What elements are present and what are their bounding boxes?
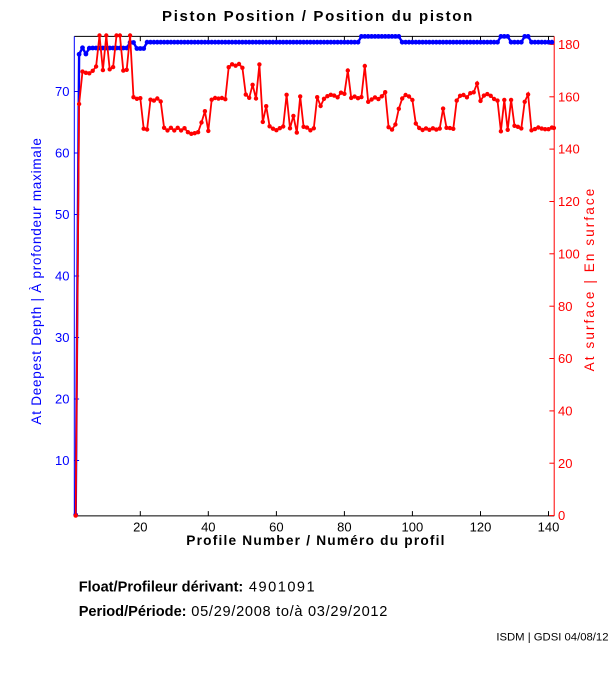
- svg-text:40: 40: [201, 520, 215, 535]
- svg-text:100: 100: [402, 520, 424, 535]
- svg-text:20: 20: [558, 456, 572, 471]
- svg-text:60: 60: [55, 146, 69, 161]
- svg-text:At Deepest Depth | À profondeu: At Deepest Depth | À profondeur maximale: [29, 137, 44, 424]
- svg-text:160: 160: [558, 89, 580, 104]
- svg-text:140: 140: [558, 142, 580, 157]
- svg-text:80: 80: [558, 299, 572, 314]
- svg-text:120: 120: [558, 194, 580, 209]
- svg-text:40: 40: [558, 404, 572, 419]
- svg-text:20: 20: [133, 520, 147, 535]
- svg-text:30: 30: [55, 330, 69, 345]
- svg-text:80: 80: [337, 520, 351, 535]
- svg-text:0: 0: [558, 508, 565, 523]
- svg-text:10: 10: [55, 453, 69, 468]
- svg-text:60: 60: [269, 520, 283, 535]
- svg-text:Piston Position / Position du: Piston Position / Position du piston: [162, 8, 474, 25]
- svg-text:50: 50: [55, 207, 69, 222]
- svg-text:Float/Profileur dérivant: 4901: Float/Profileur dérivant: 4901091: [79, 580, 316, 596]
- svg-text:Profile Number / Numéro du pro: Profile Number / Numéro du profil: [186, 533, 445, 548]
- svg-text:40: 40: [55, 269, 69, 284]
- svg-text:20: 20: [55, 392, 69, 407]
- svg-text:Period/Période: 05/29/2008 to/: Period/Période: 05/29/2008 to/à 03/29/20…: [79, 604, 388, 620]
- svg-text:60: 60: [558, 351, 572, 366]
- svg-text:At surface | En surface: At surface | En surface: [582, 187, 597, 372]
- svg-text:180: 180: [558, 37, 580, 52]
- svg-text:140: 140: [538, 520, 560, 535]
- svg-text:100: 100: [558, 246, 580, 261]
- svg-text:ISDM | GDSI 04/08/12: ISDM | GDSI 04/08/12: [496, 631, 608, 643]
- svg-text:120: 120: [470, 520, 492, 535]
- svg-text:70: 70: [55, 84, 69, 99]
